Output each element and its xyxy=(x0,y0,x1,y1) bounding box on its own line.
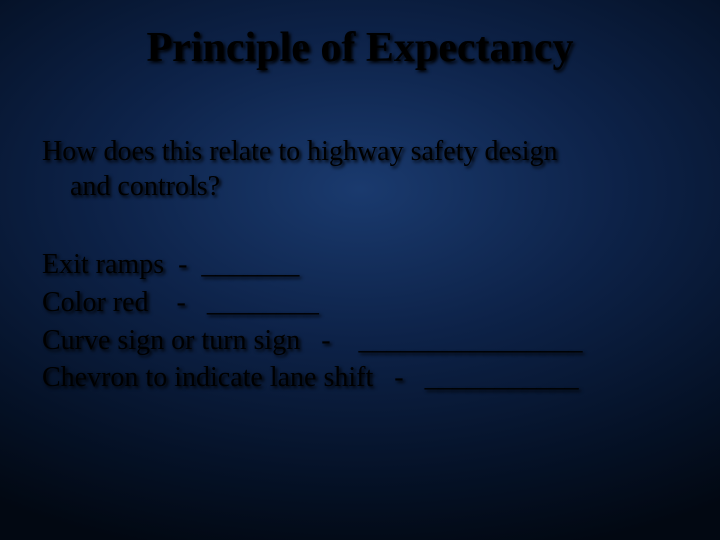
list-item: Color red - ________ xyxy=(42,284,678,322)
question-line-2: and controls? xyxy=(42,169,678,204)
slide-question: How does this relate to highway safety d… xyxy=(42,134,678,204)
slide-title: Principle of Expectancy xyxy=(0,24,720,72)
fill-blank-list: Exit ramps - _______ Color red - _______… xyxy=(42,246,678,397)
list-item: Exit ramps - _______ xyxy=(42,246,678,284)
list-item: Chevron to indicate lane shift - _______… xyxy=(42,359,678,397)
question-line-1: How does this relate to highway safety d… xyxy=(42,136,558,167)
slide: Principle of Expectancy How does this re… xyxy=(0,0,720,540)
slide-body: How does this relate to highway safety d… xyxy=(42,134,678,397)
list-item: Curve sign or turn sign - ______________… xyxy=(42,322,678,360)
